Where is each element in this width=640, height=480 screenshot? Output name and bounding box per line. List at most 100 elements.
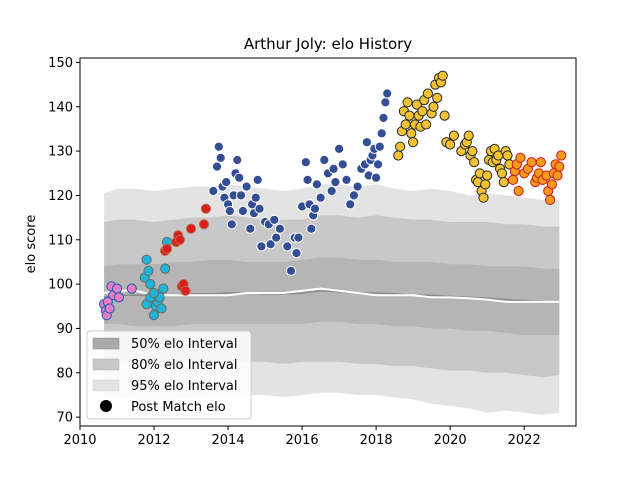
data-point-4-8 xyxy=(408,137,419,148)
x-tick-label-2020: 2020 xyxy=(434,433,467,448)
data-point-3-1 xyxy=(211,161,223,172)
data-point-5-4 xyxy=(515,152,526,163)
y-tick-label-110: 110 xyxy=(48,233,73,248)
data-point-4-52 xyxy=(502,150,513,161)
data-point-2-7 xyxy=(180,285,191,296)
legend-label-80: 80% elo Interval xyxy=(131,358,238,373)
data-point-3-13 xyxy=(234,172,245,183)
legend-swatch-95 xyxy=(92,379,120,392)
data-point-3-8 xyxy=(224,205,235,217)
data-point-3-0 xyxy=(208,185,219,197)
data-point-3-14 xyxy=(235,190,247,201)
data-point-3-30 xyxy=(282,241,293,252)
data-point-4-20 xyxy=(432,92,443,104)
data-point-0-7 xyxy=(111,283,123,294)
data-point-4-39 xyxy=(478,192,489,203)
y-tick-label-140: 140 xyxy=(48,100,73,115)
data-point-3-20 xyxy=(250,192,261,203)
data-point-3-9 xyxy=(226,219,237,230)
x-tick-label-2018: 2018 xyxy=(360,433,393,448)
data-point-4-6 xyxy=(404,110,415,121)
chart-title: Arthur Joly: elo History xyxy=(244,35,412,53)
data-point-5-16 xyxy=(546,179,558,190)
data-point-3-23 xyxy=(256,241,267,252)
data-point-5-7 xyxy=(526,157,537,168)
data-point-3-34 xyxy=(293,232,304,243)
data-point-2-10 xyxy=(200,203,211,214)
data-point-3-43 xyxy=(315,192,326,203)
data-point-3-64 xyxy=(374,141,385,152)
data-point-3-17 xyxy=(245,223,256,234)
axes: 2010 2012 2014 2016 2018 2020 2022 70 80 90 100 110… xyxy=(48,56,541,448)
data-point-4-10 xyxy=(411,99,422,110)
data-point-4-4 xyxy=(400,119,411,130)
x-tick-label-2016: 2016 xyxy=(286,433,319,448)
legend-swatch-50 xyxy=(92,337,120,350)
data-point-5-11 xyxy=(535,157,546,168)
data-point-3-6 xyxy=(221,177,232,188)
data-point-4-1 xyxy=(395,141,406,152)
legend-label-50: 50% elo Interval xyxy=(131,337,238,352)
band-50-interval xyxy=(104,257,560,336)
y-tick-label-120: 120 xyxy=(48,189,73,204)
data-point-3-37 xyxy=(302,174,313,185)
data-point-3-21 xyxy=(252,174,263,185)
legend-label-95: 95% elo Interval xyxy=(131,379,238,394)
data-point-3-48 xyxy=(330,177,341,188)
data-point-3-42 xyxy=(311,179,322,190)
x-tick-label-2022: 2022 xyxy=(508,433,541,448)
x-tick-label-2014: 2014 xyxy=(212,433,245,448)
data-point-2-1 xyxy=(161,243,173,254)
data-point-3-39 xyxy=(306,223,317,234)
data-point-3-62 xyxy=(371,172,382,183)
data-point-4-34 xyxy=(469,157,480,168)
data-point-4-15 xyxy=(421,119,432,130)
data-point-5-19 xyxy=(552,170,563,181)
data-point-4-40 xyxy=(480,179,491,190)
reference-line xyxy=(103,287,560,303)
data-point-4-5 xyxy=(402,97,413,108)
data-point-3-66 xyxy=(378,112,389,124)
data-point-4-0 xyxy=(393,150,404,161)
data-point-4-31 xyxy=(463,130,474,141)
data-point-1-10 xyxy=(158,283,169,294)
data-point-3-57 xyxy=(361,137,372,148)
data-point-1-11 xyxy=(160,263,171,274)
data-point-4-13 xyxy=(417,106,428,117)
data-point-4-24 xyxy=(439,110,450,121)
data-point-4-16 xyxy=(422,88,433,99)
data-point-3-36 xyxy=(300,157,311,168)
legend: 50% elo Interval 80% elo Interval 95% el… xyxy=(86,330,252,420)
data-point-5-3 xyxy=(513,185,524,197)
data-point-5-15 xyxy=(545,194,556,205)
x-tick-label-2012: 2012 xyxy=(137,433,170,448)
data-point-4-7 xyxy=(406,128,417,139)
data-point-4-33 xyxy=(467,146,478,157)
data-point-4-18 xyxy=(428,101,439,112)
data-point-1-15 xyxy=(148,287,160,299)
data-point-3-50 xyxy=(337,159,348,170)
x-tick-label-2010: 2010 xyxy=(63,433,96,448)
y-tick-label-130: 130 xyxy=(48,145,73,160)
y-tick-label-100: 100 xyxy=(48,278,73,293)
data-point-3-16 xyxy=(241,181,252,192)
y-tick-label-80: 80 xyxy=(56,366,73,381)
data-point-3-54 xyxy=(352,181,363,192)
legend-marker-post-match xyxy=(100,400,112,412)
data-point-3-41 xyxy=(309,203,321,214)
data-point-0-9 xyxy=(126,283,137,294)
data-point-3-46 xyxy=(326,185,337,197)
data-point-3-65 xyxy=(376,128,387,139)
data-point-4-27 xyxy=(448,130,459,141)
data-point-4-49 xyxy=(496,168,508,179)
data-point-3-33 xyxy=(291,248,302,259)
data-point-1-5 xyxy=(148,310,160,321)
legend-label-post-match: Post Match elo xyxy=(131,400,226,415)
data-point-3-31 xyxy=(285,265,297,276)
legend-box xyxy=(86,330,252,420)
y-tick-label-150: 150 xyxy=(48,56,73,71)
data-point-3-22 xyxy=(254,203,265,214)
data-point-3-68 xyxy=(382,88,393,99)
y-tick-label-70: 70 xyxy=(56,411,73,426)
